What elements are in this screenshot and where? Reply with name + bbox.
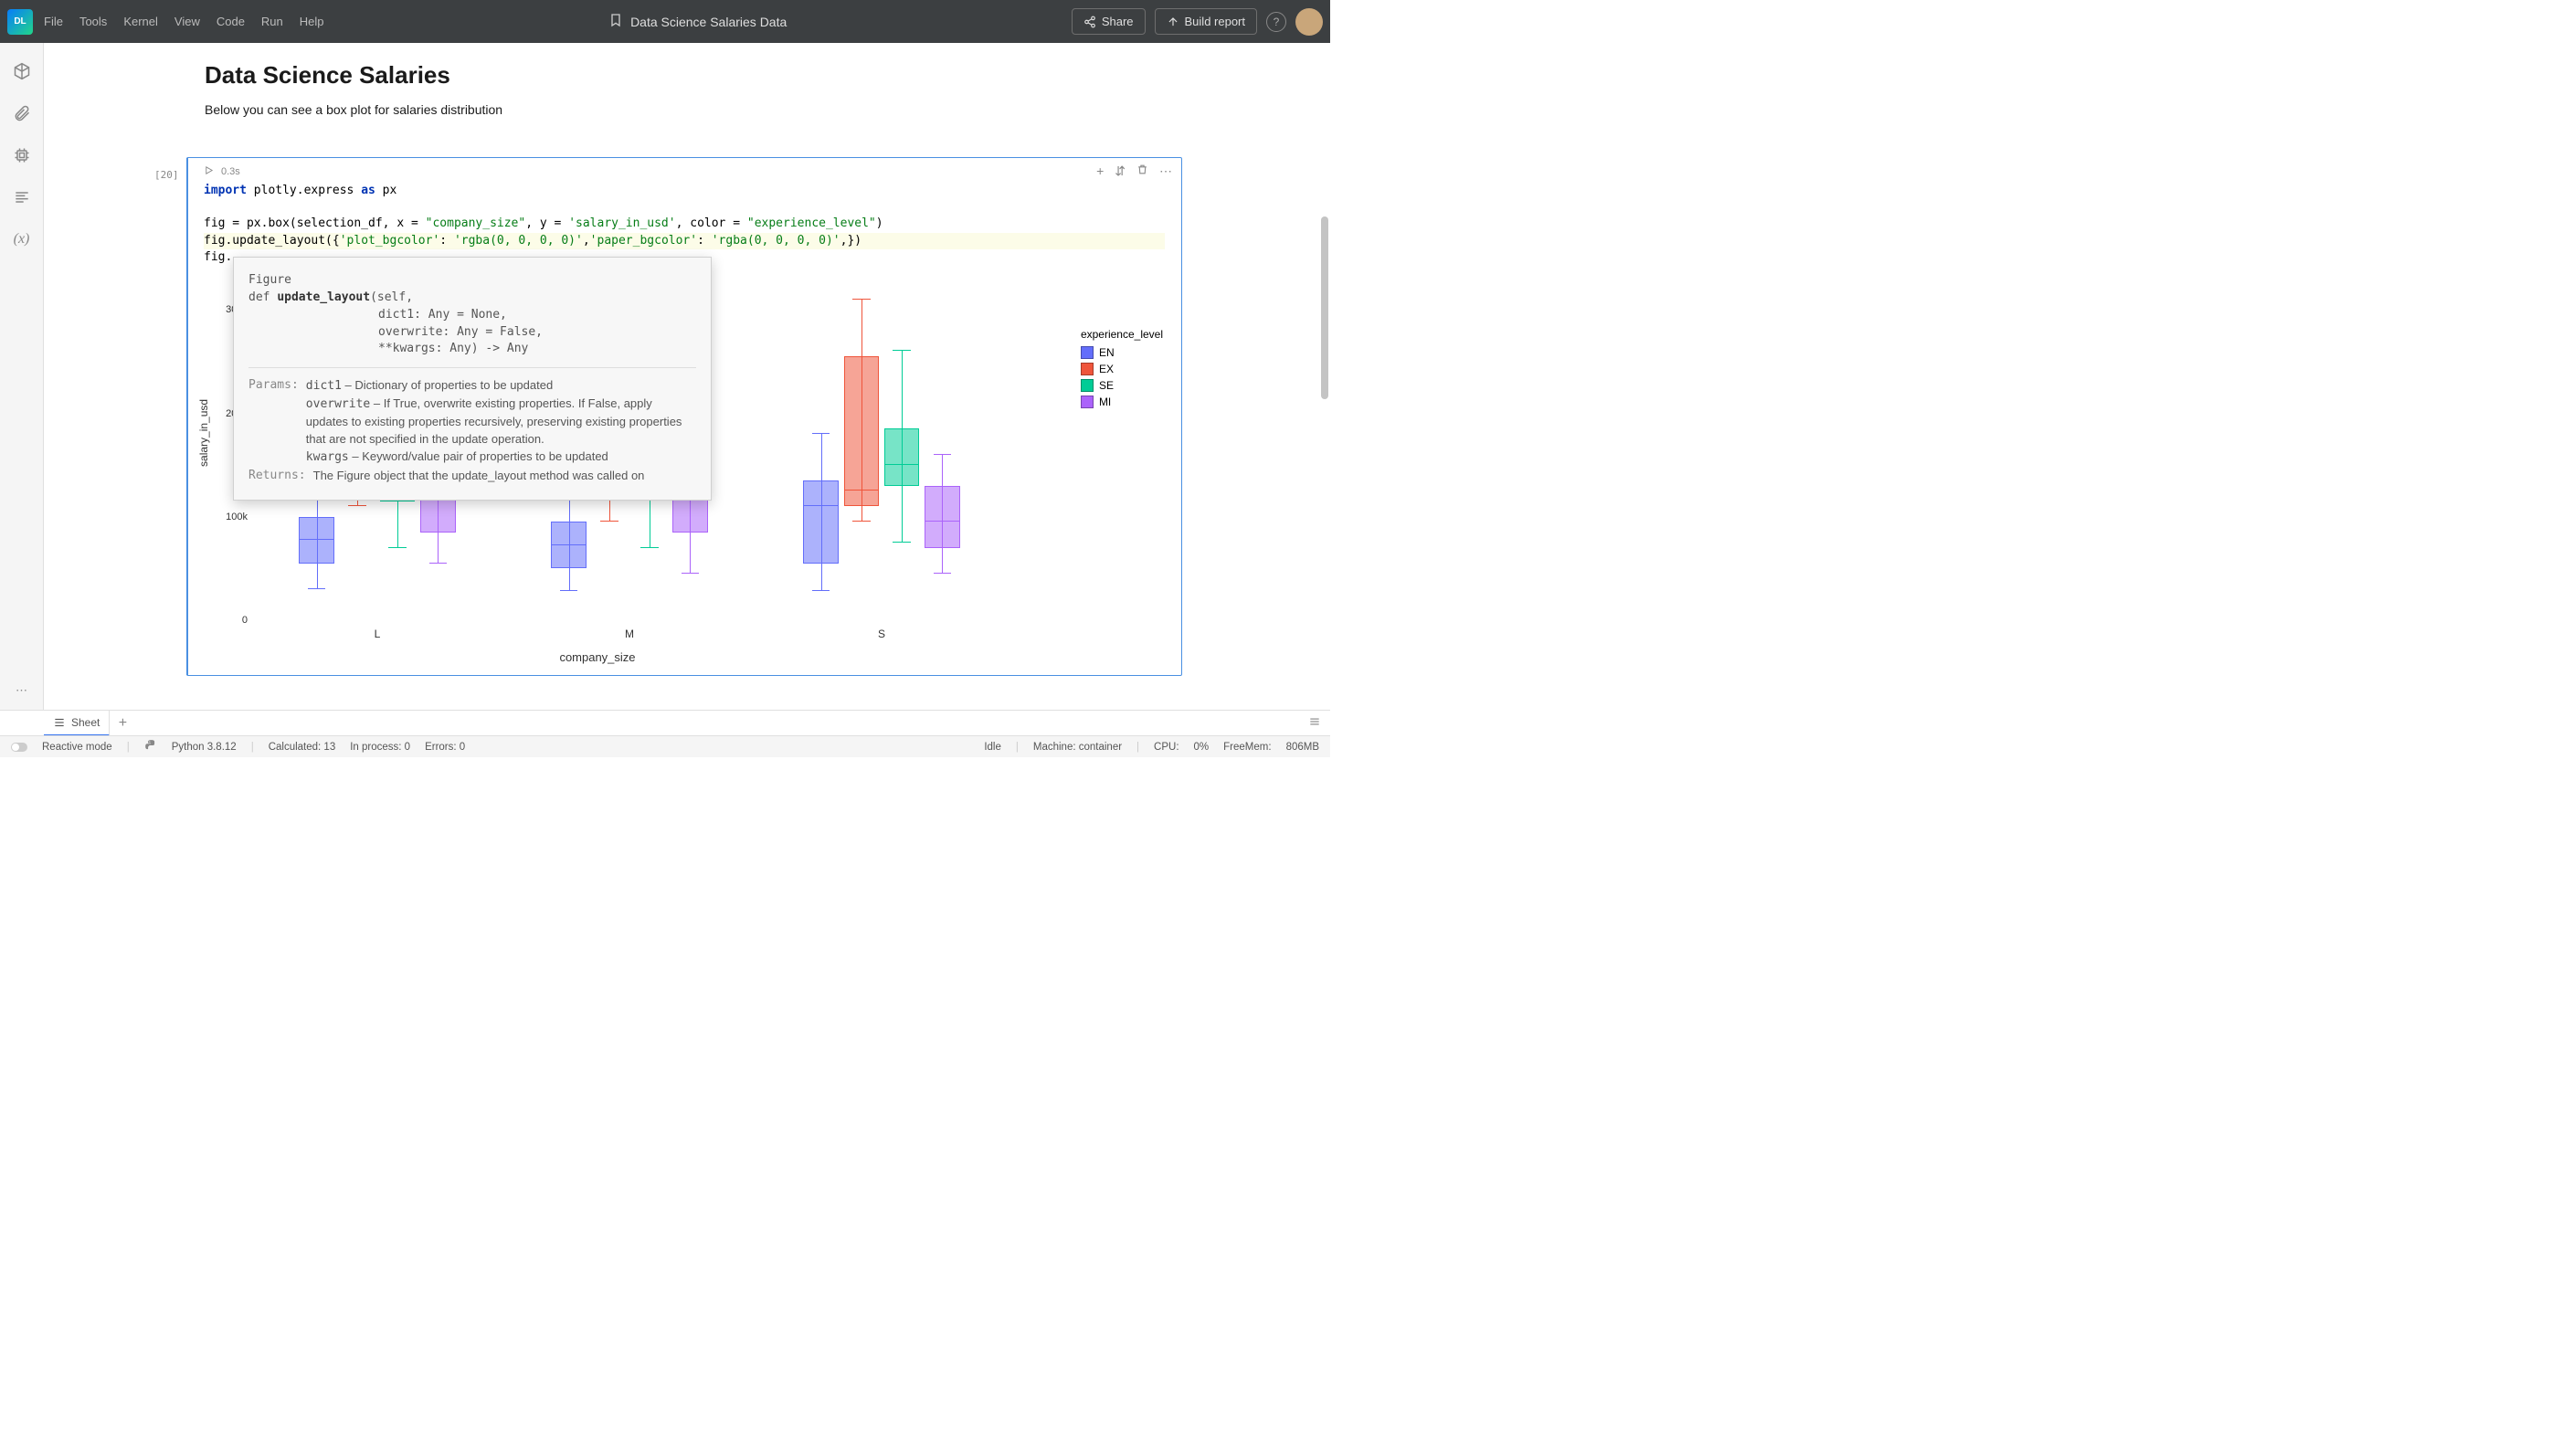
box-plot-box[interactable] [299, 517, 334, 564]
vertical-scrollbar[interactable] [1317, 43, 1330, 710]
variable-icon[interactable]: (x) [12, 229, 32, 249]
left-sidebar: (x) ⋯ [0, 43, 44, 710]
move-cell-icon[interactable]: ⇵ [1115, 164, 1126, 179]
python-icon [144, 739, 157, 754]
help-icon[interactable]: ? [1266, 12, 1286, 32]
box-plot-box[interactable] [844, 356, 880, 506]
legend-item[interactable]: EN [1081, 346, 1163, 359]
page-heading: Data Science Salaries [205, 61, 1182, 90]
status-errors: Errors: 0 [425, 742, 465, 753]
status-inprocess: In process: 0 [350, 742, 410, 753]
sheet-icon [53, 716, 66, 729]
legend-item[interactable]: MI [1081, 396, 1163, 408]
chart-legend: experience_level ENEXSEMI [1081, 328, 1163, 412]
code-editor[interactable]: import plotly.express as px fig = px.box… [187, 179, 1181, 273]
cell-exec-time: 0.3s [221, 166, 240, 177]
add-sheet-button[interactable]: + [110, 715, 135, 732]
code-cell[interactable]: [20] 0.3s + ⇵ ⋯ [186, 157, 1182, 676]
top-menubar: DL File Tools Kernel View Code Run Help … [0, 0, 1330, 43]
share-icon [1083, 16, 1096, 28]
menu-tools[interactable]: Tools [79, 15, 107, 28]
status-calculated: Calculated: 13 [269, 742, 336, 753]
menu-file[interactable]: File [44, 15, 63, 28]
status-cpu-value: 0% [1194, 742, 1210, 753]
legend-item[interactable]: EX [1081, 363, 1163, 375]
outline-icon[interactable] [12, 187, 32, 207]
status-cpu-label: CPU: [1154, 742, 1179, 753]
box-plot-box[interactable] [925, 486, 960, 548]
menu-kernel[interactable]: Kernel [123, 15, 158, 28]
box-plot-box[interactable] [803, 480, 839, 564]
notebook-content: Data Science Salaries Below you can see … [44, 43, 1330, 710]
delete-cell-icon[interactable] [1136, 164, 1148, 179]
box-plot-box[interactable] [884, 428, 920, 485]
upload-icon [1167, 16, 1179, 28]
package-icon[interactable] [12, 61, 32, 81]
reactive-mode-label: Reactive mode [42, 742, 112, 753]
user-avatar[interactable] [1295, 8, 1323, 36]
documentation-tooltip: Figure def update_layout(self, dict1: An… [233, 257, 712, 501]
menu-help[interactable]: Help [300, 15, 324, 28]
app-logo[interactable]: DL [7, 9, 33, 35]
page-description: Below you can see a box plot for salarie… [205, 102, 1182, 117]
menu-view[interactable]: View [174, 15, 200, 28]
status-freemem-label: FreeMem: [1223, 742, 1271, 753]
more-cell-icon[interactable]: ⋯ [1159, 164, 1172, 179]
build-report-button[interactable]: Build report [1155, 8, 1257, 35]
add-cell-icon[interactable]: + [1096, 164, 1104, 179]
python-version[interactable]: Python 3.8.12 [172, 742, 237, 753]
attachment-icon[interactable] [12, 103, 32, 123]
document-title: Data Science Salaries Data [630, 15, 787, 29]
legend-item[interactable]: SE [1081, 379, 1163, 392]
sheet-tab[interactable]: Sheet [44, 711, 110, 736]
menu-toggle-icon[interactable] [1308, 715, 1330, 731]
menu-code[interactable]: Code [217, 15, 245, 28]
reactive-mode-toggle[interactable] [11, 743, 27, 752]
status-bar: Reactive mode | Python 3.8.12 | Calculat… [0, 735, 1330, 757]
status-idle: Idle [984, 742, 1001, 753]
menu-run[interactable]: Run [261, 15, 283, 28]
sheet-tab-bar: Sheet + [0, 710, 1330, 735]
more-icon[interactable]: ⋯ [12, 681, 32, 701]
chip-icon[interactable] [12, 145, 32, 165]
x-axis-label: company_size [187, 650, 1008, 664]
status-machine: Machine: container [1033, 742, 1122, 753]
share-button[interactable]: Share [1072, 8, 1146, 35]
bookmark-icon[interactable] [608, 13, 623, 30]
cell-execution-count: [20] [154, 169, 179, 181]
run-cell-icon[interactable] [204, 165, 214, 178]
status-freemem-value: 806MB [1286, 742, 1319, 753]
